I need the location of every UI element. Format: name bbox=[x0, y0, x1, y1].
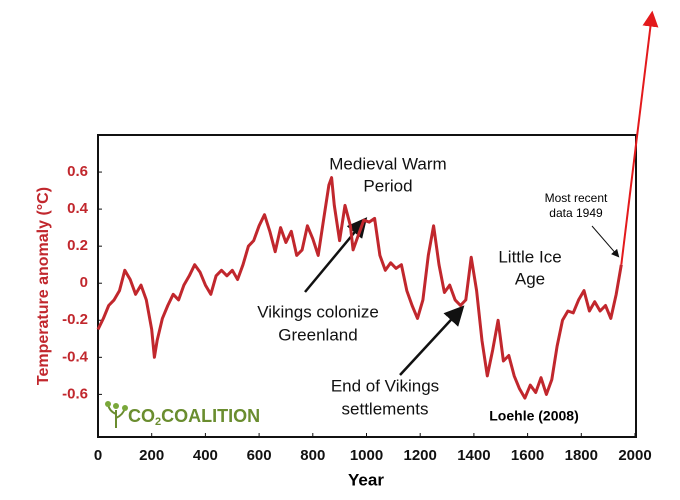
annotation: Little Ice bbox=[498, 247, 561, 266]
logo-text: COALITION bbox=[161, 406, 260, 426]
x-tick-label: 0 bbox=[94, 447, 102, 464]
y-tick-label: 0.4 bbox=[67, 200, 89, 217]
data-line bbox=[96, 176, 623, 400]
y-tick-label: -0.6 bbox=[62, 385, 88, 402]
source: Loehle (2008) bbox=[489, 408, 578, 424]
annotation: End of Vikings bbox=[331, 376, 439, 395]
y-tick-label: 0.6 bbox=[67, 163, 88, 180]
logo-text: 2 bbox=[155, 416, 161, 428]
annotation: Period bbox=[363, 176, 412, 195]
x-tick-label: 600 bbox=[247, 447, 272, 464]
x-tick-label: 400 bbox=[193, 447, 218, 464]
logo: CO2COALITION bbox=[105, 401, 260, 428]
y-tick-label: 0 bbox=[80, 274, 88, 291]
y-tick-label: 0.2 bbox=[67, 237, 88, 254]
x-tick-label: 2000 bbox=[618, 447, 651, 464]
annotation: Most recent bbox=[545, 191, 608, 205]
annotation: Age bbox=[515, 269, 545, 288]
annotation: Greenland bbox=[278, 325, 357, 344]
trend-arrow bbox=[620, 10, 659, 265]
x-axis-label: Year bbox=[348, 470, 384, 489]
y-axis-label: Temperature anomaly (°C) bbox=[35, 187, 52, 385]
x-tick-label: 1200 bbox=[404, 447, 437, 464]
x-tick-label: 1600 bbox=[511, 447, 544, 464]
annotation: data 1949 bbox=[549, 206, 603, 220]
annotation: settlements bbox=[342, 399, 429, 418]
x-tick-label: 1000 bbox=[350, 447, 383, 464]
annotation: Medieval Warm bbox=[329, 154, 446, 173]
annotation-arrow bbox=[304, 217, 368, 293]
y-tick-label: -0.2 bbox=[62, 311, 88, 328]
logo-text: CO2COALITION bbox=[128, 406, 260, 428]
annotation-arrow bbox=[399, 305, 465, 376]
annotation: Vikings colonize bbox=[257, 302, 379, 321]
annotation-arrow bbox=[591, 225, 620, 258]
logo-text: CO bbox=[128, 406, 155, 426]
x-tick-label: 800 bbox=[300, 447, 325, 464]
y-tick-label: -0.4 bbox=[62, 348, 89, 365]
x-tick-label: 1400 bbox=[457, 447, 490, 464]
x-tick-label: 200 bbox=[139, 447, 164, 464]
x-tick-label: 1800 bbox=[565, 447, 598, 464]
